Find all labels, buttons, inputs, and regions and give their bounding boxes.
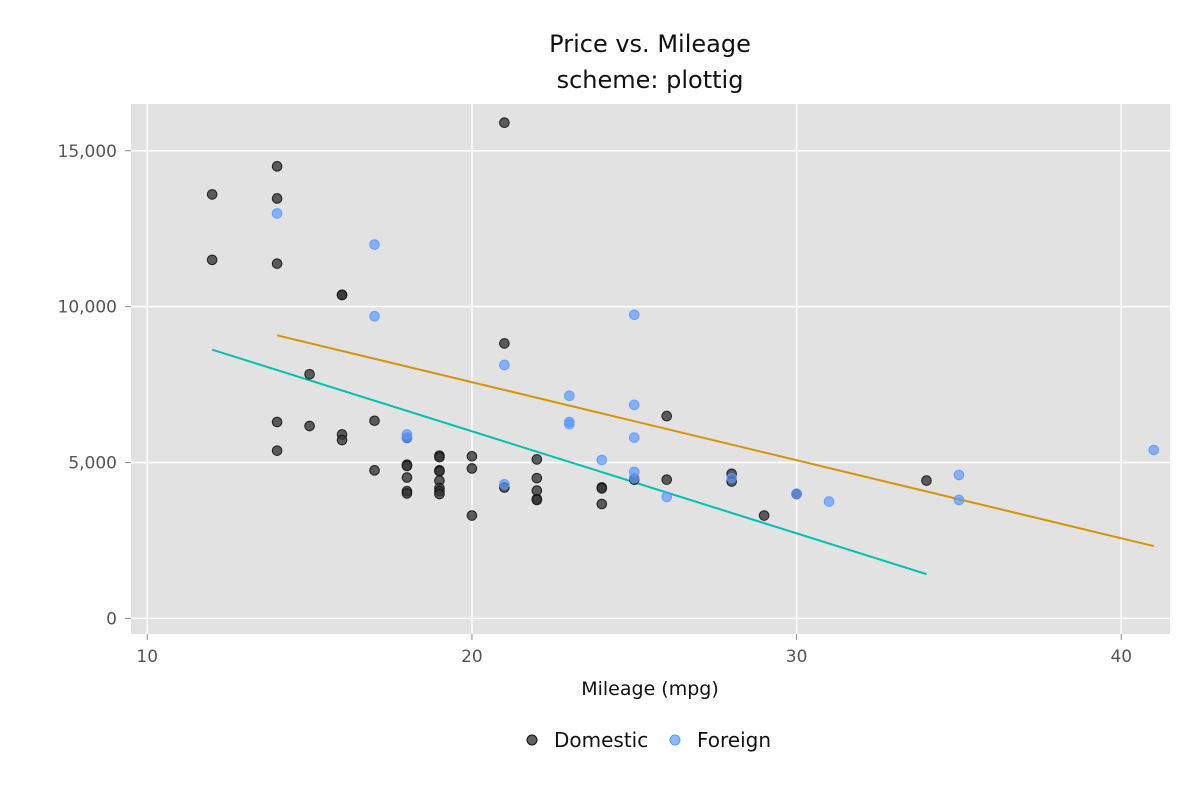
domestic-point bbox=[466, 450, 478, 462]
foreign-point bbox=[596, 454, 608, 466]
domestic-point bbox=[661, 410, 673, 422]
domestic-point bbox=[369, 465, 380, 476]
domestic-point bbox=[466, 463, 478, 474]
x-tick-label: 40 bbox=[1110, 647, 1132, 667]
domestic-point bbox=[304, 369, 315, 380]
foreign-point bbox=[628, 432, 640, 443]
chart-title: Price vs. Mileage bbox=[549, 30, 751, 58]
domestic-point bbox=[336, 434, 348, 446]
y-tick-label: 10,000 bbox=[58, 298, 117, 318]
foreign-point bbox=[628, 472, 640, 484]
domestic-point bbox=[531, 472, 543, 484]
grid-lines bbox=[131, 104, 1170, 634]
domestic-point bbox=[661, 474, 673, 485]
fit-line bbox=[211, 348, 927, 576]
domestic-point bbox=[531, 454, 543, 465]
domestic-point bbox=[434, 465, 445, 477]
domestic-point bbox=[401, 460, 413, 472]
legend-label-domestic: Domestic bbox=[554, 728, 648, 752]
legend-label-foreign: Foreign bbox=[697, 728, 771, 752]
domestic-point bbox=[596, 498, 608, 510]
foreign-point bbox=[271, 208, 283, 219]
y-tick-label: 5,000 bbox=[68, 454, 117, 474]
x-tick-label: 20 bbox=[461, 647, 483, 667]
domestic-point bbox=[271, 416, 283, 428]
chart-subtitle: scheme: plottig bbox=[557, 66, 744, 94]
domestic-point bbox=[466, 510, 478, 521]
y-tick-label: 0 bbox=[106, 609, 117, 629]
legend: Domestic Foreign bbox=[526, 728, 771, 752]
foreign-point bbox=[953, 494, 965, 506]
domestic-point bbox=[304, 420, 315, 432]
foreign-point bbox=[726, 472, 737, 484]
domestic-point bbox=[369, 415, 380, 427]
foreign-point bbox=[499, 359, 510, 371]
domestic-point bbox=[401, 472, 413, 483]
foreign-point bbox=[953, 469, 965, 481]
domestic-point bbox=[434, 488, 445, 500]
foreign-point bbox=[628, 399, 640, 411]
domestic-point bbox=[499, 117, 510, 129]
domestic-point bbox=[531, 494, 543, 506]
foreign-point bbox=[791, 488, 802, 500]
axis-ticks: 10 20 30 40 0 5,000 10,000 15,000 bbox=[58, 142, 1133, 667]
y-tick-label: 15,000 bbox=[58, 142, 117, 162]
foreign-point bbox=[369, 311, 380, 322]
plot-background bbox=[131, 104, 1170, 634]
x-tick-label: 30 bbox=[786, 647, 808, 667]
foreign-point bbox=[401, 432, 413, 443]
legend-marker-foreign bbox=[669, 734, 681, 746]
domestic-point bbox=[401, 488, 413, 499]
domestic-point bbox=[336, 289, 348, 301]
legend-marker-domestic bbox=[526, 734, 538, 746]
foreign-point bbox=[1148, 444, 1160, 456]
x-tick-label: 10 bbox=[136, 647, 158, 667]
domestic-point bbox=[596, 483, 608, 494]
foreign-point bbox=[499, 479, 510, 490]
x-axis-title: Mileage (mpg) bbox=[581, 678, 719, 700]
domestic-point bbox=[758, 510, 770, 521]
foreign-point bbox=[369, 239, 380, 250]
fit-line bbox=[276, 334, 1154, 548]
foreign-point bbox=[823, 496, 835, 507]
foreign-point bbox=[564, 390, 575, 402]
data-points bbox=[206, 117, 1160, 521]
domestic-point bbox=[499, 338, 510, 349]
domestic-point bbox=[921, 475, 932, 486]
foreign-point bbox=[628, 309, 640, 321]
domestic-point bbox=[271, 258, 283, 269]
domestic-point bbox=[271, 445, 283, 456]
domestic-point bbox=[271, 193, 283, 204]
domestic-point bbox=[206, 189, 218, 200]
domestic-point bbox=[271, 161, 283, 172]
fit-lines bbox=[211, 334, 1154, 576]
domestic-point bbox=[206, 254, 218, 266]
domestic-point bbox=[434, 451, 445, 463]
foreign-point bbox=[661, 491, 673, 503]
foreign-point bbox=[564, 418, 575, 430]
